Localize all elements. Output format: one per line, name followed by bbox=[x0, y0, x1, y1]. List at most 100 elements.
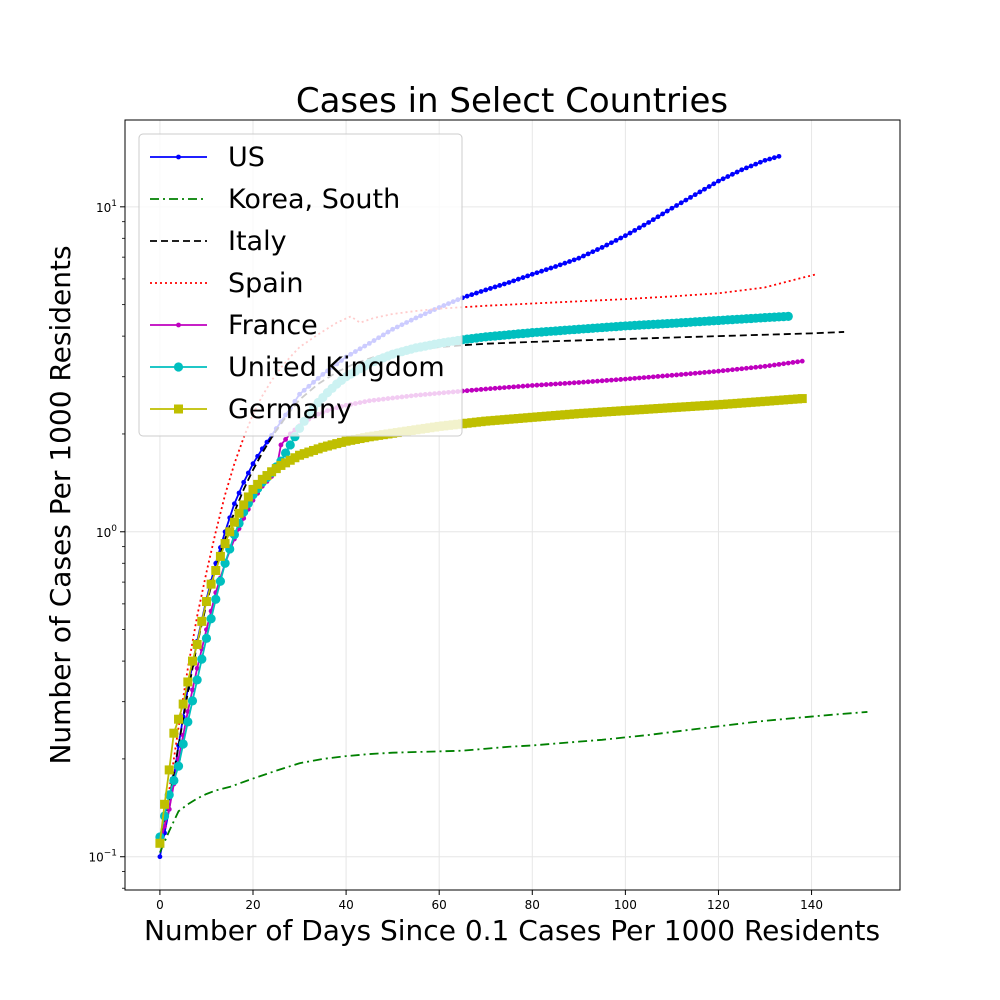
legend-entry: France bbox=[150, 310, 318, 341]
data-point bbox=[469, 292, 475, 298]
data-point bbox=[322, 441, 332, 451]
data-point bbox=[241, 479, 247, 485]
data-point bbox=[613, 237, 619, 243]
data-point bbox=[779, 395, 789, 405]
data-point bbox=[364, 432, 374, 442]
data-point bbox=[206, 614, 216, 624]
data-point bbox=[567, 259, 572, 264]
data-point bbox=[285, 440, 295, 450]
data-point bbox=[537, 412, 547, 422]
legend-swatch-marker bbox=[174, 404, 183, 414]
data-point bbox=[697, 189, 703, 195]
data-point bbox=[581, 253, 586, 259]
data-point bbox=[678, 200, 684, 206]
data-point bbox=[497, 283, 503, 288]
data-point bbox=[727, 399, 737, 409]
data-point bbox=[660, 373, 666, 379]
y-tick-exponent: 0 bbox=[111, 524, 117, 534]
data-point bbox=[532, 412, 542, 422]
legend-label: Italy bbox=[228, 226, 287, 257]
data-point bbox=[192, 639, 202, 649]
data-point bbox=[725, 174, 731, 179]
data-point bbox=[539, 268, 544, 274]
data-point bbox=[686, 401, 696, 411]
data-point bbox=[592, 407, 602, 417]
data-point bbox=[346, 435, 356, 445]
series-korea-south bbox=[159, 711, 868, 853]
data-point bbox=[725, 367, 731, 373]
data-point bbox=[467, 418, 477, 428]
data-point bbox=[585, 379, 591, 385]
data-point bbox=[743, 365, 749, 371]
data-point bbox=[674, 203, 679, 208]
data-point bbox=[231, 501, 237, 507]
data-point bbox=[674, 372, 679, 378]
y-tick-label: 100 bbox=[96, 524, 117, 540]
data-point bbox=[187, 696, 198, 706]
data-point bbox=[688, 371, 693, 377]
data-point bbox=[248, 484, 258, 494]
data-point bbox=[618, 235, 624, 241]
data-point bbox=[562, 380, 568, 386]
legend-entry: Korea, South bbox=[150, 184, 400, 215]
data-point bbox=[658, 403, 668, 413]
data-point bbox=[704, 400, 714, 410]
data-point bbox=[730, 367, 735, 373]
data-point bbox=[618, 377, 624, 382]
data-point bbox=[543, 382, 549, 387]
data-point bbox=[692, 370, 698, 376]
data-point bbox=[616, 406, 626, 416]
data-point bbox=[571, 257, 577, 263]
data-point bbox=[795, 359, 800, 365]
data-point bbox=[280, 448, 291, 458]
data-point bbox=[499, 415, 509, 425]
data-point bbox=[697, 370, 703, 376]
data-point bbox=[646, 220, 652, 225]
data-point bbox=[483, 287, 489, 293]
legend-swatch-marker bbox=[176, 154, 181, 160]
data-point bbox=[474, 290, 479, 296]
data-point bbox=[483, 386, 489, 392]
data-point bbox=[776, 361, 782, 367]
data-point bbox=[711, 369, 717, 375]
data-point bbox=[757, 364, 763, 370]
data-point bbox=[676, 402, 686, 412]
data-point bbox=[553, 264, 558, 269]
data-point bbox=[737, 398, 747, 408]
data-point bbox=[683, 371, 689, 377]
data-point bbox=[245, 470, 251, 476]
legend-label: Korea, South bbox=[228, 184, 400, 215]
data-point bbox=[183, 677, 193, 687]
legend-label: Germany bbox=[228, 394, 352, 425]
data-point bbox=[641, 375, 647, 380]
data-point bbox=[690, 401, 700, 411]
data-point bbox=[590, 249, 596, 255]
data-point bbox=[534, 270, 540, 276]
data-point bbox=[783, 311, 793, 322]
data-point bbox=[755, 397, 765, 407]
data-point bbox=[178, 739, 188, 749]
data-point bbox=[718, 399, 728, 409]
data-point bbox=[511, 278, 517, 284]
legend-label: US bbox=[228, 142, 265, 173]
data-point bbox=[667, 403, 677, 413]
data-point bbox=[490, 415, 500, 425]
data-point bbox=[211, 566, 221, 576]
data-point bbox=[355, 434, 365, 444]
data-point bbox=[751, 397, 761, 407]
x-tick-label: 140 bbox=[800, 898, 823, 912]
y-tick-base: 10 bbox=[88, 851, 103, 865]
data-point bbox=[215, 551, 225, 561]
data-point bbox=[595, 247, 600, 252]
data-point bbox=[157, 854, 163, 860]
data-point bbox=[767, 156, 773, 162]
y-axis-label: Number of Cases Per 1000 Residents bbox=[44, 245, 77, 764]
y-tick-exponent: 1 bbox=[111, 199, 117, 209]
data-point bbox=[501, 385, 507, 390]
data-point bbox=[611, 406, 621, 416]
data-point bbox=[474, 387, 479, 393]
data-point bbox=[527, 412, 537, 422]
legend-entry: Italy bbox=[150, 226, 287, 257]
legend-swatch-marker bbox=[176, 322, 181, 328]
data-point bbox=[741, 398, 751, 408]
